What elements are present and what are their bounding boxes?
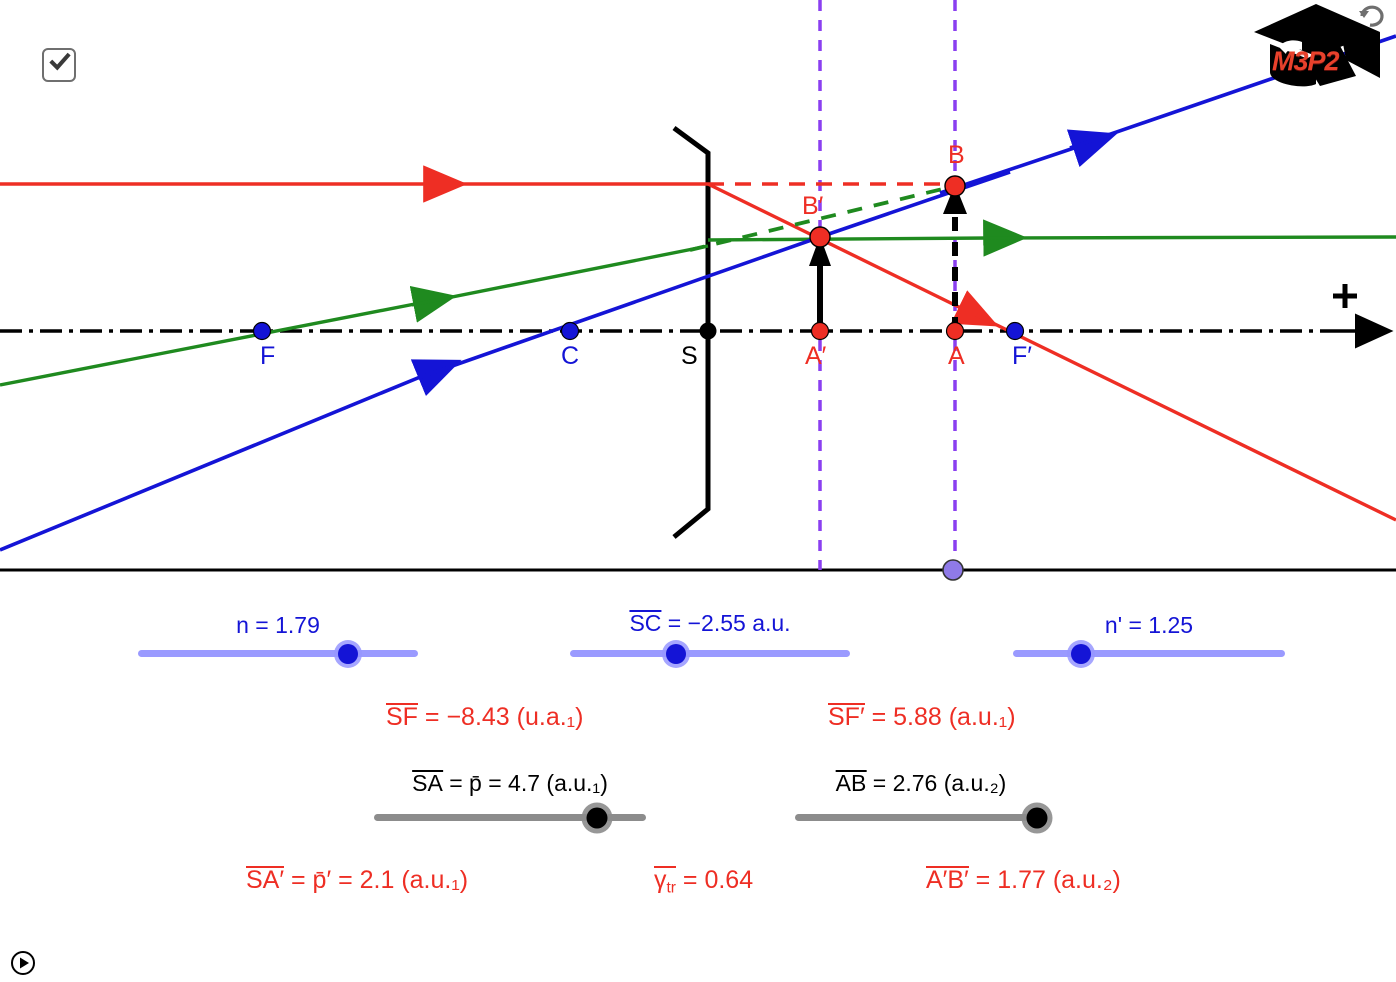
readout-gamma-tr: γtr = 0.64	[654, 866, 753, 896]
readout-SF-prime: SF′ = 5.88 (a.u.₁)	[828, 703, 1016, 732]
slider-sc-track[interactable]	[570, 643, 850, 664]
refresh-icon[interactable]	[1356, 0, 1392, 30]
slider-ab-label: AB = 2.76 (a.u.₂)	[835, 770, 1007, 797]
app-logo: M3P2	[1246, 0, 1396, 98]
gamma-subscript: tr	[666, 879, 676, 897]
ray-green-refracted-2	[984, 235, 1396, 240]
slider-n-knob[interactable]	[338, 643, 358, 664]
slider-sc[interactable]: SC = −2.55 a.u.	[570, 608, 850, 670]
slider-sa[interactable]: SA = p̄ = 4.7 (a.u.₁)	[374, 770, 646, 832]
ray-green-virtual-extension	[689, 184, 956, 252]
slider-ab[interactable]: AB = 2.76 (a.u.₂)	[795, 770, 1048, 832]
axis-plus-sign	[1333, 284, 1357, 308]
slider-sc-value: = −2.55 a.u.	[661, 610, 791, 636]
slider-ab-track[interactable]	[795, 807, 1048, 828]
point-A[interactable]	[945, 321, 965, 341]
ray-blue-refracted	[819, 170, 1011, 239]
point-F[interactable]	[252, 321, 272, 341]
point-C[interactable]	[560, 321, 580, 341]
label-point-B: B	[948, 141, 965, 169]
readout-SF-prime-value: = 5.88 (a.u.₁)	[864, 703, 1016, 731]
label-point-S: S	[681, 342, 698, 370]
point-B[interactable]	[944, 175, 966, 197]
slider-ab-knob[interactable]	[1026, 807, 1048, 828]
slider-n-prime-label: n' = 1.25	[1104, 612, 1194, 638]
point-B-prime	[809, 226, 831, 248]
slider-n-prime[interactable]: n' = 1.25	[1013, 612, 1285, 672]
ray-blue-incident	[0, 359, 462, 552]
ray-green-refracted	[707, 219, 1028, 257]
slider-n-label: n = 1.79	[236, 612, 320, 638]
slider-ab-symbol: AB	[835, 770, 867, 796]
label-point-B-prime: B′	[802, 192, 824, 220]
slider-n[interactable]: n = 1.79	[138, 612, 418, 672]
show-construction-checkbox[interactable]	[42, 48, 76, 82]
image-arrow-head	[809, 236, 831, 266]
ray-green-incident	[0, 285, 457, 387]
slider-sa-track[interactable]	[374, 807, 646, 828]
label-point-A: A	[948, 342, 965, 370]
object-arrow-head	[943, 184, 967, 214]
readout-gamma-symbol: γtr	[654, 866, 676, 896]
label-point-F-prime: F′	[1012, 342, 1032, 370]
readout-SA-prime: SA′ = p̄′ = 2.1 (a.u.₁)	[246, 866, 468, 895]
point-A-prime	[810, 321, 830, 341]
slider-sc-label: SC = −2.55 a.u.	[629, 610, 791, 637]
label-point-C: C	[561, 342, 580, 370]
slider-sa-knob[interactable]	[586, 807, 608, 828]
ray-red-refracted-2	[959, 305, 1396, 522]
slider-sa-value: = p̄ = 4.7 (a.u.₁)	[442, 770, 608, 796]
check-icon	[49, 52, 71, 71]
ray-blue-incident-2	[417, 235, 821, 380]
readout-ApBp-value: = 1.77 (a.u.₂)	[968, 866, 1121, 894]
slider-n-prime-knob[interactable]	[1071, 643, 1091, 664]
play-button[interactable]	[10, 950, 36, 976]
ray-red-refracted	[707, 182, 999, 327]
slider-sc-symbol: SC	[629, 610, 662, 636]
ray-green-incident-2	[411, 244, 709, 307]
readout-ApBp: A′B′ = 1.77 (a.u.₂)	[926, 866, 1121, 895]
readout-SA-prime-value: = p̄′ = 2.1 (a.u.₁)	[284, 866, 469, 894]
slider-ab-value: = 2.76 (a.u.₂)	[866, 770, 1007, 796]
gamma-glyph: γ	[654, 866, 667, 894]
slider-n-prime-track[interactable]	[1013, 643, 1285, 664]
point-F-prime[interactable]	[1005, 321, 1025, 341]
point-S	[699, 322, 717, 340]
label-point-A-prime: A′	[805, 342, 827, 370]
slider-sa-symbol: SA	[412, 770, 443, 796]
readout-SF: SF = −8.43 (u.a.₁)	[386, 703, 583, 732]
graduation-cap-icon	[1254, 4, 1380, 87]
readout-SF-symbol: SF	[386, 703, 418, 731]
readout-gamma-value: = 0.64	[675, 866, 754, 894]
boundary-drag-handle[interactable]	[942, 559, 964, 581]
slider-sa-label: SA = p̄ = 4.7 (a.u.₁)	[412, 770, 608, 797]
readout-ApBp-symbol: A′B′	[926, 866, 969, 894]
slider-sc-knob[interactable]	[666, 643, 687, 664]
readout-SF-prime-symbol: SF′	[828, 703, 865, 731]
slider-n-track[interactable]	[138, 643, 418, 664]
logo-text: M3P2	[1272, 46, 1340, 76]
label-point-F: F	[260, 342, 276, 370]
readout-SA-prime-symbol: SA′	[246, 866, 285, 894]
readout-SF-value: = −8.43 (u.a.₁)	[417, 703, 584, 731]
